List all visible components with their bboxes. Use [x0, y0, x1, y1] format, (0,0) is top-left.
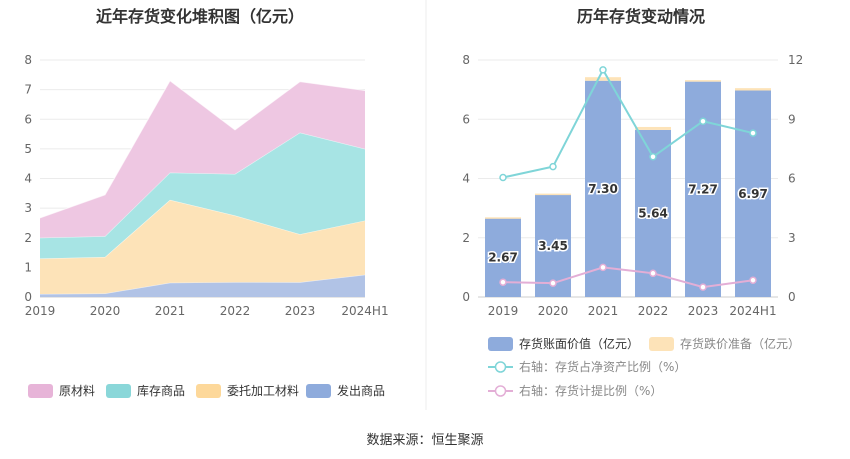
- right-legend-line-marker: [494, 385, 507, 397]
- left-x-tick-label: 2020: [90, 304, 121, 318]
- ratio-line-point: [749, 276, 757, 284]
- area-series-3: [40, 132, 365, 259]
- left-y-tick-label: 6: [24, 112, 32, 126]
- right-y-right-tick-label: 12: [788, 53, 803, 67]
- right-legend-swatch: [488, 337, 513, 351]
- right-y-right-tick-label: 6: [788, 172, 796, 186]
- left-y-tick-label: 7: [24, 83, 32, 97]
- impairment-provision-bar: [735, 88, 771, 91]
- ratio-line-point: [549, 162, 557, 171]
- right-y-right-tick-label: 3: [788, 231, 796, 245]
- left-y-tick-label: 5: [24, 142, 32, 156]
- ratio-line-point: [599, 66, 607, 74]
- right-x-tick-label: 2022: [638, 304, 669, 318]
- left-x-tick-label: 2023: [285, 304, 316, 318]
- area-series-1: [40, 274, 365, 297]
- left-legend-swatch: [106, 384, 131, 398]
- right-legend-line-marker: [494, 361, 507, 373]
- left-legend-swatch: [196, 384, 221, 398]
- right-x-tick-label: 2021: [588, 304, 619, 318]
- bar-value-label: 7.27: [688, 182, 718, 196]
- right-chart-title: 历年存货变动情况: [577, 7, 705, 26]
- impairment-provision-bar: [585, 77, 621, 81]
- left-x-tick-label: 2021: [155, 304, 186, 318]
- bar-value-label: 7.30: [588, 182, 618, 196]
- data-source-note: 数据来源：恒生聚源: [366, 433, 484, 448]
- left-legend-swatch: [28, 384, 53, 398]
- left-legend-swatch: [306, 384, 331, 398]
- left-y-tick-label: 8: [24, 53, 32, 67]
- left-legend-label: 委托加工材料: [227, 384, 299, 398]
- area-series-4: [40, 80, 365, 238]
- inventory-value-bar: [735, 90, 771, 297]
- ratio-line-point: [699, 283, 707, 291]
- area-series-edge-4: [39, 79, 366, 219]
- bar-value-label: 5.64: [638, 206, 668, 220]
- left-y-tick-label: 1: [24, 260, 32, 274]
- bar-value-label: 6.97: [738, 187, 768, 201]
- impairment-provision-bar: [535, 193, 571, 196]
- right-y-left-tick-label: 6: [462, 112, 470, 126]
- right-y-right-tick-label: 9: [788, 112, 796, 126]
- right-x-tick-label: 2024H1: [729, 304, 776, 318]
- impairment-provision-bar: [635, 126, 671, 130]
- right-y-left-tick-label: 0: [462, 290, 470, 304]
- ratio-line-point: [599, 263, 607, 272]
- ratio-line-point: [549, 279, 557, 287]
- left-chart-title: 近年存货变化堆积图（亿元）: [96, 7, 304, 26]
- right-legend-label: 右轴：存货计提比例（%）: [519, 383, 662, 398]
- right-legend-label: 存货账面价值（亿元）: [519, 336, 639, 351]
- ratio-line-point: [499, 278, 507, 286]
- impairment-provision-bar: [685, 80, 721, 82]
- right-x-tick-label: 2020: [538, 304, 569, 318]
- bar-value-label: 3.45: [538, 239, 568, 253]
- ratio-line-1: [502, 67, 754, 179]
- right-y-left-tick-label: 2: [462, 231, 470, 245]
- left-y-tick-label: 2: [24, 231, 32, 245]
- ratio-line-2: [502, 266, 754, 289]
- right-y-right-tick-label: 0: [788, 290, 796, 304]
- right-legend-swatch: [649, 337, 674, 351]
- stacked-area-chart: 近年存货变化堆积图（亿元） 0 1 2 3 4 5 6 7 8 2019 2020 2021 2022…: [24, 7, 389, 398]
- left-x-tick-label: 2022: [220, 304, 251, 318]
- left-x-tick-label: 2019: [25, 304, 56, 318]
- ratio-line-point: [749, 129, 757, 137]
- left-y-tick-label: 0: [24, 290, 32, 304]
- bar-line-chart: 历年存货变动情况 2.67 3.45 7.30 5.64 7.27 6.97 0 2 4 6 8 0…: [462, 7, 803, 398]
- right-x-tick-label: 2019: [488, 304, 519, 318]
- right-legend-label: 右轴：存货占净资产比例（%）: [519, 359, 686, 374]
- right-y-left-tick-label: 8: [462, 53, 470, 67]
- left-legend-label: 原材料: [59, 384, 95, 398]
- left-x-tick-label: 2024H1: [341, 304, 388, 318]
- left-y-tick-label: 4: [24, 172, 32, 186]
- ratio-line-point: [699, 117, 707, 125]
- bar-value-label: 2.67: [488, 250, 518, 264]
- ratio-line-point: [649, 269, 657, 278]
- ratio-line-point: [499, 173, 507, 182]
- right-y-left-tick-label: 4: [462, 172, 470, 186]
- impairment-provision-bar: [485, 217, 521, 219]
- left-legend-label: 发出商品: [337, 383, 385, 398]
- right-x-tick-label: 2023: [688, 304, 719, 318]
- area-series-edge-1: [39, 274, 366, 295]
- left-y-tick-label: 3: [24, 201, 32, 215]
- right-legend-label: 存货跌价准备（亿元）: [680, 336, 800, 351]
- inventory-value-bar: [585, 80, 621, 297]
- ratio-line-point: [649, 153, 657, 161]
- left-legend-label: 库存商品: [137, 383, 185, 398]
- area-series-2: [40, 199, 365, 295]
